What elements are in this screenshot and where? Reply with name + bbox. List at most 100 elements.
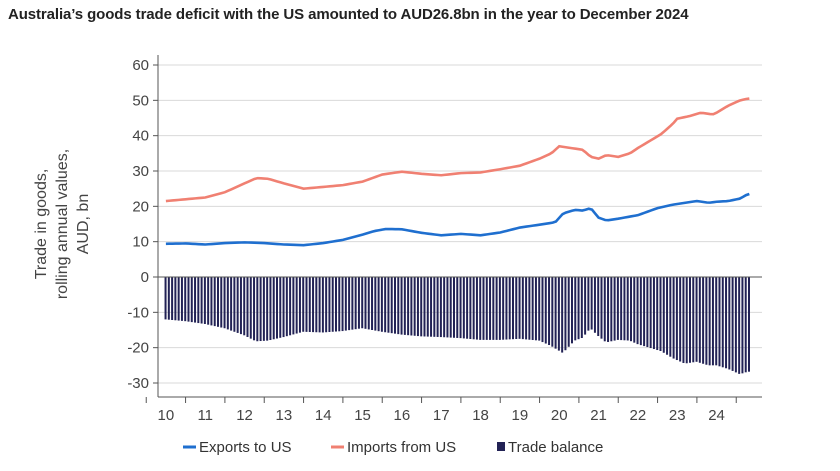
trade-balance-bar	[243, 277, 246, 336]
trade-balance-bar	[233, 277, 236, 332]
trade-balance-bar	[331, 277, 334, 332]
trade-balance-bar	[646, 277, 649, 348]
trade-balance-bar	[688, 277, 691, 363]
trade-balance-bar	[295, 277, 298, 334]
trade-balance-bar	[207, 277, 210, 325]
trade-balance-bar	[410, 277, 413, 336]
y-tick-label: -10	[127, 304, 149, 321]
trade-balance-bar	[253, 277, 256, 341]
trade-balance-bar	[390, 277, 393, 334]
trade-balance-bar	[531, 277, 534, 341]
trade-balance-bar	[656, 277, 659, 351]
trade-balance-bar	[226, 277, 229, 330]
y-tick-label: 20	[132, 198, 149, 215]
trade-balance-bar	[400, 277, 403, 335]
trade-balance-bar	[456, 277, 459, 338]
trade-balance-bar	[734, 277, 737, 373]
trade-balance-bar	[420, 277, 423, 337]
trade-balance-bar	[584, 277, 587, 335]
trade-balance-bar	[298, 277, 301, 333]
trade-balance-bar	[328, 277, 331, 332]
trade-balance-bar	[259, 277, 262, 342]
trade-balance-bar	[416, 277, 419, 337]
x-tick-label: 17	[433, 407, 450, 424]
trade-balance-bar	[452, 277, 455, 338]
trade-balance-bar	[649, 277, 652, 349]
trade-balance-bar	[164, 277, 167, 320]
x-tick-label: 11	[197, 407, 213, 424]
trade-balance-bar	[269, 277, 272, 341]
trade-balance-bar	[672, 277, 675, 359]
trade-balance-bar	[223, 277, 226, 329]
trade-balance-bar	[590, 277, 593, 330]
legend-balance-label: Trade balance	[508, 439, 603, 456]
trade-balance-bar	[580, 277, 583, 339]
trade-balance-bar	[285, 277, 288, 337]
trade-balance-bar	[220, 277, 223, 328]
trade-balance-bar	[741, 277, 744, 374]
trade-balance-bar	[266, 277, 269, 341]
trade-balance-bar	[393, 277, 396, 334]
trade-balance-bar	[659, 277, 662, 351]
trade-balance-bar	[570, 277, 573, 344]
trade-balance-bar	[518, 277, 521, 339]
trade-balance-bar	[521, 277, 524, 340]
y-axis-label-line: rolling annual values,	[54, 149, 71, 299]
trade-balance-bar	[305, 277, 308, 332]
trade-balance-bar	[564, 277, 567, 351]
trade-balance-bar	[171, 277, 174, 320]
trade-balance-bar	[436, 277, 439, 337]
trade-balance-bar	[469, 277, 472, 340]
trade-balance-bar	[446, 277, 449, 338]
trade-balance-bar	[731, 277, 734, 371]
trade-balance-bar	[236, 277, 239, 333]
trade-balance-bars	[164, 277, 750, 374]
trade-balance-bar	[213, 277, 216, 327]
trade-balance-bar	[718, 277, 721, 367]
trade-balance-bar	[554, 277, 557, 349]
trade-balance-bar	[426, 277, 429, 337]
exports-line	[165, 192, 750, 247]
x-tick-label: 12	[236, 407, 253, 424]
trade-balance-bar	[636, 277, 639, 345]
trade-balance-bar	[351, 277, 354, 330]
trade-balance-bar	[407, 277, 410, 336]
trade-balance-bar	[403, 277, 406, 335]
trade-balance-bar	[449, 277, 452, 338]
trade-balance-bar	[239, 277, 242, 335]
trade-balance-bar	[669, 277, 672, 357]
x-tick-label: 20	[551, 407, 568, 424]
trade-balance-bar	[725, 277, 728, 369]
trade-balance-bar	[662, 277, 665, 353]
trade-balance-bar	[321, 277, 324, 333]
y-tick-label: 10	[132, 234, 149, 251]
trade-balance-bar	[705, 277, 708, 365]
trade-balance-bar	[600, 277, 603, 339]
trade-balance-bar	[479, 277, 482, 340]
trade-balance-bar	[256, 277, 259, 342]
y-tick-label: 0	[141, 269, 149, 286]
trade-balance-bar	[695, 277, 698, 362]
trade-balance-bar	[482, 277, 485, 340]
trade-balance-bar	[367, 277, 370, 330]
trade-balance-bar	[528, 277, 531, 340]
trade-balance-bar	[711, 277, 714, 366]
trade-balance-bar	[548, 277, 551, 346]
y-tick-label: 50	[132, 92, 149, 109]
trade-balance-bar	[364, 277, 367, 329]
trade-balance-bar	[262, 277, 265, 341]
trade-balance-bar	[747, 277, 750, 372]
trade-balance-bar	[203, 277, 206, 324]
trade-balance-bar	[439, 277, 442, 338]
trade-balance-bar	[302, 277, 305, 332]
trade-balance-bar	[577, 277, 580, 340]
trade-balance-bar	[325, 277, 328, 333]
trade-balance-bar	[423, 277, 426, 337]
trade-balance-bar	[692, 277, 695, 363]
x-tick-label: 13	[276, 407, 293, 424]
y-tick-label: -20	[127, 340, 149, 357]
trade-balance-bar	[603, 277, 606, 342]
trade-balance-bar	[312, 277, 315, 333]
trade-balance-bar	[430, 277, 433, 337]
trade-balance-bar	[616, 277, 619, 340]
